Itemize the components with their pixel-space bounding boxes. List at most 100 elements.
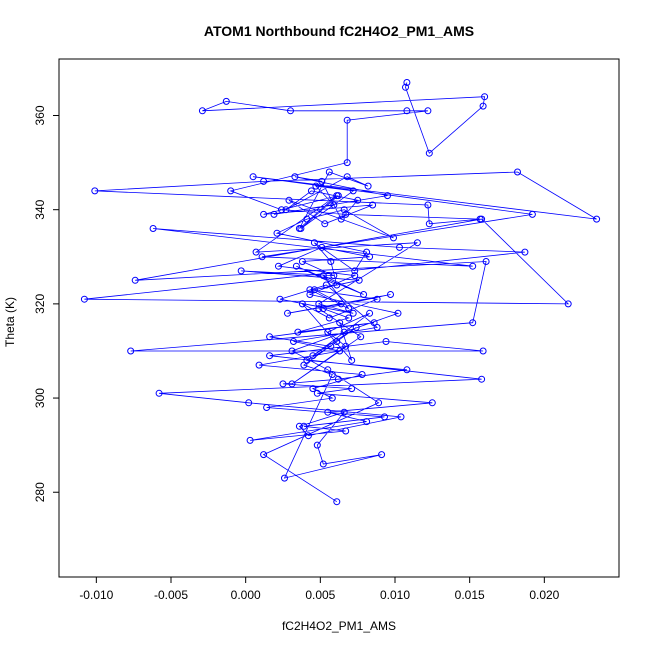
data-point — [246, 436, 254, 444]
x-axis-label: fC2H4O2_PM1_AMS — [282, 619, 396, 633]
data-point — [478, 375, 486, 383]
data-point — [325, 314, 333, 322]
data-point — [275, 262, 282, 270]
data-point — [402, 83, 409, 91]
data-point — [309, 352, 317, 360]
data-point — [80, 295, 88, 303]
data-point — [396, 243, 403, 251]
data-point — [306, 291, 314, 298]
data-point — [325, 168, 333, 176]
data-point — [260, 210, 268, 218]
data-point — [397, 413, 405, 421]
data-point — [279, 380, 287, 388]
data-point — [363, 418, 371, 426]
data-point — [318, 177, 326, 185]
chart-title: ATOM1 Northbound fC2H4O2_PM1_AMS — [204, 23, 474, 39]
data-point — [342, 210, 350, 218]
data-point — [330, 201, 338, 209]
y-axis-label: Theta (K) — [3, 297, 17, 347]
x-tick-label: 0.005 — [305, 588, 335, 602]
data-point — [333, 498, 341, 506]
data-point — [343, 116, 351, 124]
data-point — [366, 309, 374, 317]
data-point — [340, 328, 348, 336]
data-point — [304, 432, 312, 440]
data-point — [288, 380, 296, 388]
x-tick-label: 0.000 — [231, 588, 261, 602]
data-point — [315, 300, 323, 308]
data-point — [91, 187, 99, 195]
data-point — [424, 107, 432, 115]
data-point — [355, 276, 363, 284]
data-point — [425, 149, 433, 157]
data-point — [593, 215, 601, 223]
x-tick-label: 0.010 — [380, 588, 410, 602]
data-point — [349, 309, 357, 317]
data-point — [345, 314, 353, 322]
data-point — [428, 399, 436, 407]
data-point — [403, 366, 411, 374]
data-point — [258, 253, 266, 261]
data-point — [313, 441, 321, 449]
data-point — [306, 286, 314, 294]
data-point — [337, 215, 345, 223]
data-point — [260, 177, 268, 185]
data-point — [366, 253, 374, 261]
data-point — [387, 291, 394, 298]
data-point — [528, 210, 536, 218]
data-point — [287, 107, 294, 115]
data-point — [288, 347, 296, 355]
data-point — [373, 295, 381, 303]
data-point — [469, 319, 477, 327]
data-point — [390, 234, 397, 242]
data-point — [198, 107, 206, 115]
data-point — [263, 404, 271, 411]
data-point — [327, 258, 335, 265]
data-point — [413, 239, 421, 247]
data-point — [285, 196, 293, 204]
data-point — [345, 305, 353, 313]
data-point — [149, 225, 157, 232]
data-point — [349, 187, 357, 195]
data-point — [155, 389, 163, 397]
data-point — [310, 239, 318, 247]
data-point — [343, 159, 351, 167]
data-point — [300, 422, 308, 430]
plot-frame — [58, 58, 620, 578]
data-point — [403, 79, 411, 86]
data-point — [479, 102, 487, 110]
data-point — [342, 342, 350, 350]
data-point — [482, 258, 490, 265]
data-point — [370, 319, 378, 327]
data-point — [303, 215, 311, 223]
x-tick-label: 0.015 — [455, 588, 485, 602]
data-point — [333, 338, 341, 345]
y-tick-label: 360 — [33, 105, 47, 125]
x-tick-label: 0.020 — [529, 588, 559, 602]
data-point — [357, 333, 365, 341]
x-tick-label: -0.010 — [79, 588, 113, 602]
data-point — [478, 215, 486, 223]
data-point — [309, 385, 317, 393]
data-point — [342, 427, 350, 435]
axes-layer: -0.010 -0.005 0.000 0.005 0.010 0.015 0.020 280… — [33, 105, 560, 602]
data-point — [312, 182, 320, 190]
data-point — [340, 408, 348, 416]
data-point — [298, 300, 306, 308]
data-point — [227, 187, 235, 195]
data-point — [284, 309, 291, 317]
y-tick-label: 280 — [33, 482, 47, 502]
data-point — [298, 258, 306, 265]
data-point — [252, 248, 260, 256]
data-point — [369, 201, 377, 209]
series-line — [84, 82, 597, 503]
data-point — [307, 187, 315, 195]
data-point — [131, 276, 139, 284]
data-point — [273, 229, 281, 237]
data-point — [322, 281, 330, 289]
data-point — [348, 385, 356, 393]
data-point — [352, 323, 360, 331]
data-point — [266, 333, 274, 341]
data-point — [319, 305, 327, 313]
